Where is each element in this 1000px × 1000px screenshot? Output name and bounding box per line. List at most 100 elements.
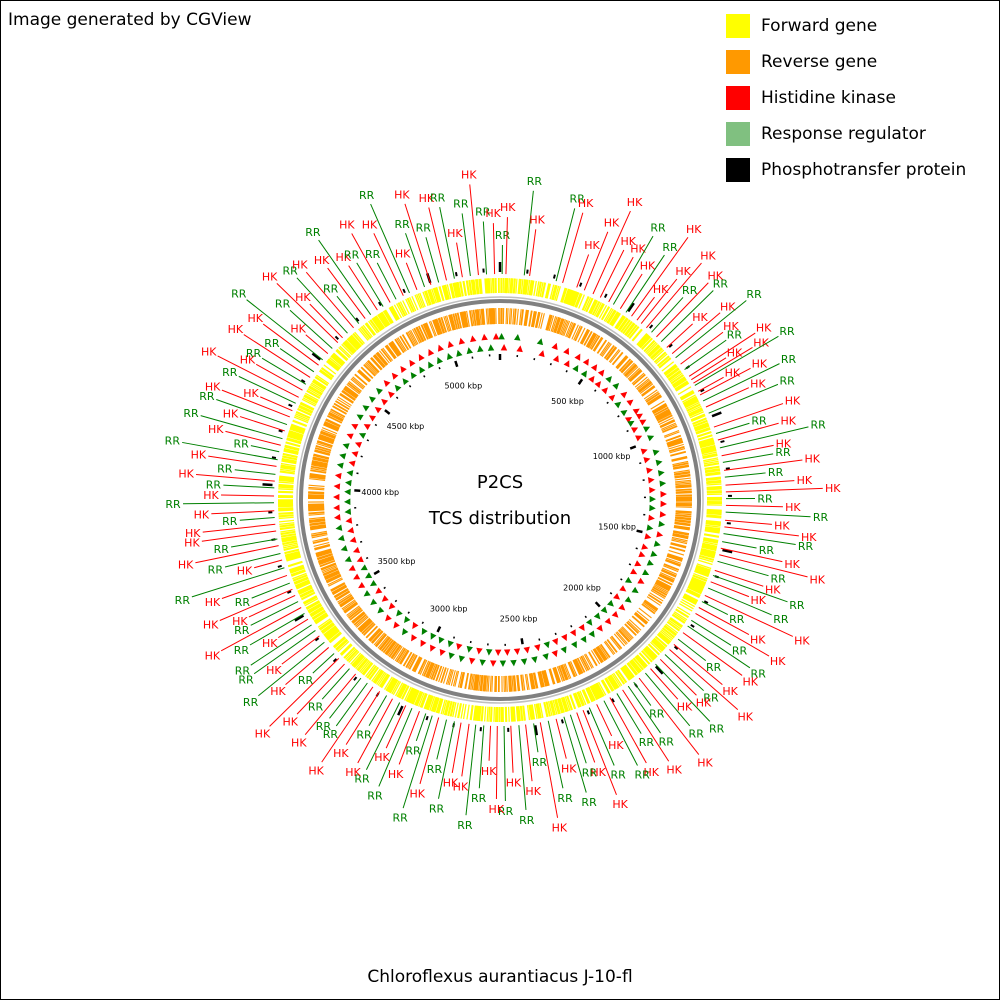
reverse-gene-mark	[457, 312, 462, 329]
forward-gene-mark	[289, 427, 305, 434]
callout-line	[196, 474, 275, 482]
reverse-gene-mark	[310, 525, 327, 529]
reverse-gene-mark	[317, 554, 333, 561]
reverse-gene-mark	[628, 369, 642, 382]
reverse-gene-mark	[543, 670, 549, 687]
reverse-gene-mark	[309, 478, 326, 481]
reverse-gene-mark	[341, 390, 356, 401]
forward-gene-mark	[686, 588, 701, 597]
forward-gene-mark	[703, 457, 719, 462]
reverse-gene-mark	[552, 667, 559, 684]
forward-gene-mark	[295, 411, 311, 419]
hk-label: HK	[335, 251, 351, 264]
forward-gene-mark	[390, 306, 399, 321]
reverse-gene-mark	[657, 576, 673, 585]
rr-label: RR	[729, 613, 745, 626]
forward-gene-mark	[585, 688, 593, 703]
histidine-kinase-marker	[348, 460, 356, 467]
rr-label: RR	[231, 287, 247, 300]
reverse-gene-mark	[308, 512, 325, 515]
forward-gene-mark	[369, 319, 380, 333]
inner-tick	[606, 401, 609, 405]
response-regulator-marker	[335, 524, 343, 531]
forward-gene-mark	[683, 398, 698, 407]
reverse-gene-mark	[411, 656, 421, 672]
forward-gene-mark	[644, 647, 656, 659]
callout-line	[669, 649, 739, 711]
callout-line	[702, 363, 780, 402]
reverse-gene-mark	[333, 588, 349, 598]
response-regulator-marker	[652, 449, 660, 456]
outer-tick	[668, 343, 673, 348]
callout-line	[296, 277, 348, 334]
reverse-gene-mark	[308, 513, 325, 516]
forward-gene-mark	[348, 336, 360, 349]
reverse-gene-mark	[675, 516, 692, 520]
callout-line	[195, 545, 279, 564]
forward-gene-mark	[695, 567, 711, 574]
reverse-gene-mark	[427, 663, 435, 679]
reverse-gene-mark	[493, 308, 495, 325]
reverse-gene-mark	[484, 675, 488, 692]
reverse-gene-mark	[673, 526, 690, 531]
forward-gene-mark	[702, 539, 718, 544]
forward-gene-mark	[552, 699, 558, 715]
hk-label: HK	[255, 727, 271, 740]
reverse-gene-mark	[669, 448, 686, 454]
forward-gene-mark	[706, 515, 722, 518]
reverse-gene-mark	[672, 533, 689, 538]
reverse-gene-mark	[386, 641, 397, 656]
forward-gene-mark	[705, 473, 721, 477]
reverse-gene-mark	[473, 674, 477, 691]
forward-gene-mark	[322, 623, 336, 635]
forward-gene-mark	[596, 303, 605, 318]
forward-gene-mark	[429, 289, 436, 304]
reverse-gene-mark	[609, 349, 621, 364]
forward-gene-mark	[349, 335, 361, 348]
forward-gene-mark	[622, 321, 633, 335]
rr-label: RR	[471, 792, 487, 805]
callout-line	[503, 725, 506, 801]
reverse-gene-mark	[624, 364, 637, 377]
forward-gene-mark	[346, 649, 358, 662]
forward-gene-mark	[704, 468, 720, 473]
forward-gene-mark	[280, 467, 296, 471]
histidine-kinase-marker	[618, 603, 626, 611]
forward-gene-mark	[336, 639, 349, 651]
reverse-gene-mark	[438, 317, 445, 334]
reverse-gene-mark	[341, 391, 356, 401]
forward-gene-mark	[290, 426, 305, 433]
reverse-gene-mark	[309, 519, 326, 523]
forward-gene-mark	[700, 548, 716, 554]
forward-gene-mark	[329, 357, 342, 368]
forward-gene-mark	[702, 453, 718, 458]
forward-gene-mark	[469, 279, 473, 296]
forward-gene-mark	[702, 454, 718, 460]
forward-gene-mark	[328, 358, 341, 369]
reverse-gene-mark	[618, 629, 631, 642]
forward-gene-mark	[486, 706, 489, 722]
backbone-ring	[299, 299, 701, 701]
forward-gene-mark	[704, 528, 720, 532]
reverse-gene-mark	[316, 552, 333, 559]
reverse-gene-mark	[316, 441, 333, 448]
callout-line	[688, 332, 756, 377]
forward-gene-mark	[306, 389, 321, 399]
reverse-gene-mark	[621, 361, 634, 374]
forward-gene-mark	[694, 570, 709, 578]
legend-label: Phosphotransfer protein	[761, 160, 967, 180]
reverse-gene-mark	[445, 668, 452, 685]
forward-gene-mark	[651, 348, 664, 360]
forward-gene-mark	[515, 278, 518, 294]
callout-line	[592, 210, 631, 295]
forward-gene-mark	[442, 285, 448, 301]
reverse-gene-mark	[530, 673, 535, 690]
forward-gene-mark	[579, 690, 587, 705]
callout-line	[225, 430, 281, 446]
histidine-kinase-marker	[613, 593, 621, 600]
forward-gene-mark	[471, 279, 475, 295]
callout-line	[582, 710, 617, 796]
reverse-gene-mark	[434, 319, 442, 335]
reverse-gene-mark	[597, 646, 607, 661]
forward-gene-mark	[694, 569, 710, 576]
